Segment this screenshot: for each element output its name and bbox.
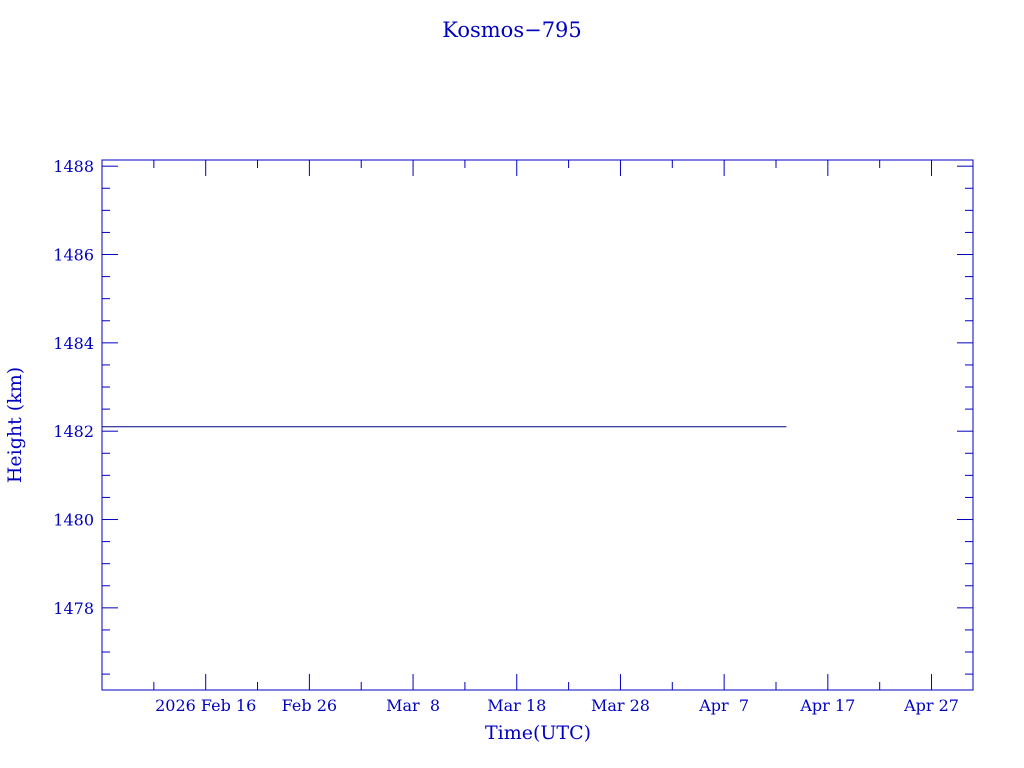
y-tick-label: 1484	[53, 334, 94, 353]
x-tick-label: Mar 18	[487, 696, 546, 715]
plot-frame	[101, 159, 974, 691]
x-tick-label: Feb 26	[282, 696, 337, 715]
y-axis-label: Height (km)	[4, 367, 26, 483]
ticks	[101, 160, 973, 690]
x-tick-label: Apr 7	[698, 696, 749, 715]
y-tick-label: 1488	[53, 157, 94, 176]
tick-labels: 2026 Feb 16 Feb 26 Mar 8 Mar 18 Mar 28 Apr 7 A…	[53, 157, 959, 715]
x-axis-label: Time(UTC)	[485, 722, 591, 744]
y-tick-label: 1478	[53, 599, 94, 618]
x-tick-label: Mar 8	[386, 696, 440, 715]
chart-title: Kosmos−795	[442, 18, 582, 42]
x-tick-label: Apr 27	[903, 696, 959, 715]
x-tick-label: Apr 17	[799, 696, 855, 715]
x-tick-label: Mar 28	[591, 696, 650, 715]
y-tick-label: 1480	[53, 511, 94, 530]
y-tick-label: 1486	[53, 246, 94, 265]
x-tick-label: 2026 Feb 16	[155, 696, 256, 715]
y-tick-label: 1482	[53, 422, 94, 441]
